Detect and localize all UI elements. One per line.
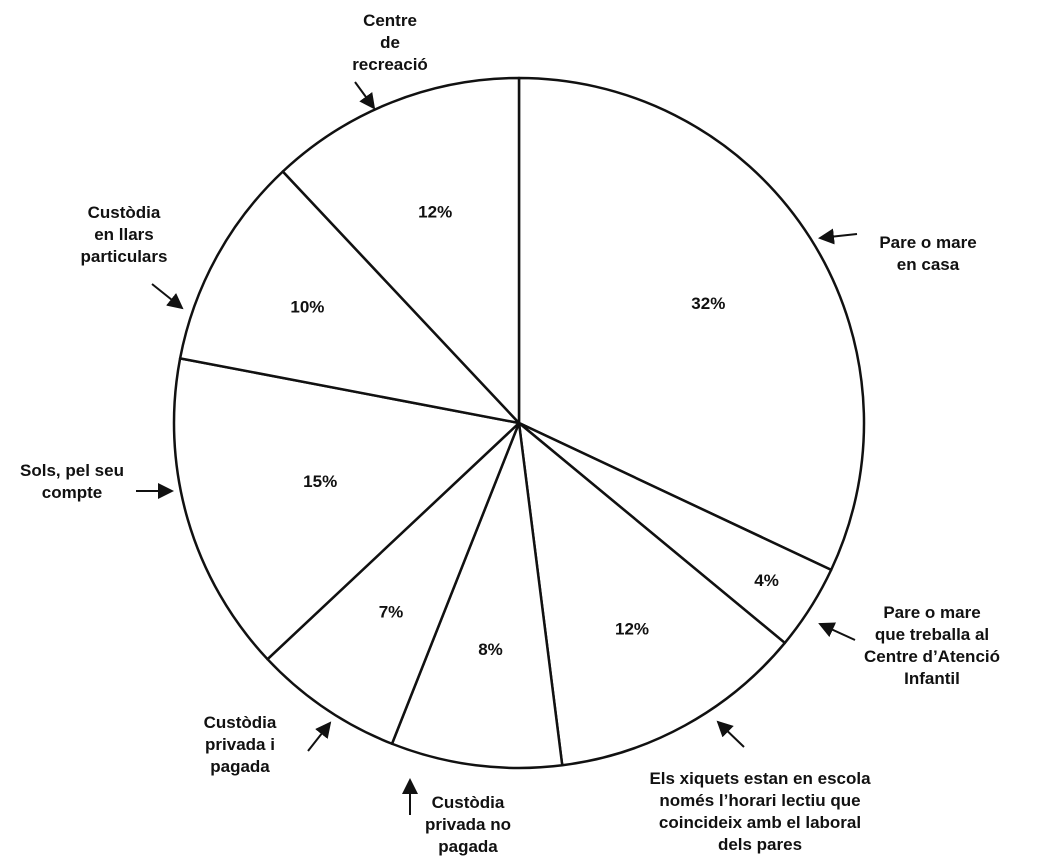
label-arrow [307,721,332,752]
category-label-line: Sols, pel seu [20,461,124,480]
slice-percentage-label: 8% [478,640,503,659]
percentage-labels: 32% 4% 12% 8% 7% 15% 10% 12% [290,202,779,659]
pie-slice [172,357,521,661]
category-label-line: Centre d’Atenció [864,647,1000,666]
slice-percentage-label: 12% [418,202,452,221]
pie-slice [517,76,866,572]
slice-category-label: Custòdia privada no pagada [425,793,511,856]
category-label-line: particulars [81,247,168,266]
category-label-line: pagada [210,757,270,776]
slice-category-label: Sols, pel seu compte [20,461,124,502]
label-arrow [818,622,856,641]
category-label-line: Pare o mare [883,603,980,622]
category-label-line: Pare o mare [879,233,976,252]
pie-slices [172,76,866,770]
category-label-line: Infantil [904,669,960,688]
label-arrow [354,81,376,110]
slice-percentage-label: 10% [290,298,324,317]
slice-percentage-label: 4% [754,571,779,590]
category-label-line: Custòdia [432,793,505,812]
category-label-line: Els xiquets estan en escola [649,769,871,788]
category-labels: Pare o mare en casa Pare o mare que treball… [20,11,1000,856]
category-label-line: Centre [363,11,417,30]
category-label-line: pagada [438,837,498,856]
slice-percentage-label: 7% [379,602,404,621]
slice-category-label: Pare o mare que treballa al Centre d’Atenc… [864,603,1000,688]
label-arrow [716,720,745,748]
category-label-line: dels pares [718,835,802,854]
slice-category-label: Pare o mare en casa [879,233,976,274]
slice-category-label: Centre de recreació [352,11,428,74]
slice-percentage-label: 12% [615,620,649,639]
category-label-line: en casa [897,255,960,274]
label-arrow [151,283,184,310]
category-label-line: només l’horari lectiu que [659,791,860,810]
category-label-line: compte [42,483,102,502]
category-label-line: privada i [205,735,275,754]
pie-slice [390,421,564,770]
category-label-line: que treballa al [875,625,989,644]
label-arrows [136,81,858,815]
slice-percentage-label: 15% [303,472,337,491]
slice-percentage-label: 32% [691,294,725,313]
category-label-line: privada no [425,815,511,834]
category-label-line: Custòdia [204,713,277,732]
category-label-line: Custòdia [88,203,161,222]
pie-slice [266,421,521,746]
pie-slice [517,421,787,767]
label-arrow [818,228,858,245]
slice-category-label: Custòdia en llars particulars [81,203,168,266]
category-label-line: coincideix amb el laboral [659,813,861,832]
slice-category-label: Els xiquets estan en escola només l’horar… [649,769,871,854]
category-label-line: recreació [352,55,428,74]
slice-category-label: Custòdia privada i pagada [204,713,277,776]
category-label-line: de [380,33,400,52]
category-label-line: en llars [94,225,154,244]
pie-slice [281,76,521,425]
pie-slice [178,170,521,425]
